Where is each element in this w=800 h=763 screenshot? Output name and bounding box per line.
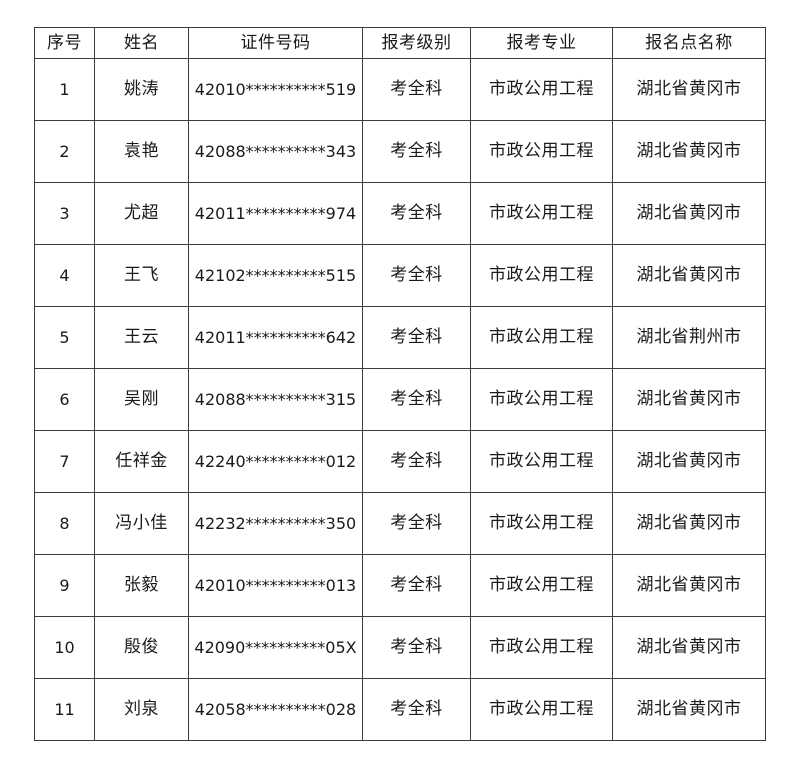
cell-seq: 7 — [34, 430, 95, 493]
cell-name: 姚涛 — [94, 58, 189, 121]
cell-id: 42010**********519 — [188, 58, 363, 121]
cell-major: 市政公用工程 — [470, 182, 613, 245]
cell-level: 考全科 — [362, 492, 471, 555]
cell-site: 湖北省黄冈市 — [612, 492, 766, 555]
cell-name: 吴刚 — [94, 368, 189, 431]
table-row: 11 刘泉 42058**********028 考全科 市政公用工程 湖北省黄冈市 — [34, 678, 766, 741]
cell-id: 42088**********315 — [188, 368, 363, 431]
cell-level: 考全科 — [362, 306, 471, 369]
cell-name: 任祥金 — [94, 430, 189, 493]
column-header-seq: 序号 — [34, 27, 95, 59]
cell-id: 42102**********515 — [188, 244, 363, 307]
table-row: 7 任祥金 42240**********012 考全科 市政公用工程 湖北省黄冈市 — [34, 430, 766, 493]
cell-site: 湖北省荆州市 — [612, 306, 766, 369]
cell-site: 湖北省黄冈市 — [612, 182, 766, 245]
cell-major: 市政公用工程 — [470, 120, 613, 183]
cell-major: 市政公用工程 — [470, 678, 613, 741]
cell-seq: 2 — [34, 120, 95, 183]
registrant-table: 序号 姓名 证件号码 报考级别 报考专业 报名点名称 1 姚涛 42010*****… — [34, 27, 766, 741]
column-header-major: 报考专业 — [470, 27, 613, 59]
cell-name: 刘泉 — [94, 678, 189, 741]
cell-level: 考全科 — [362, 430, 471, 493]
cell-site: 湖北省黄冈市 — [612, 430, 766, 493]
cell-major: 市政公用工程 — [470, 244, 613, 307]
cell-name: 王飞 — [94, 244, 189, 307]
table-row: 9 张毅 42010**********013 考全科 市政公用工程 湖北省黄冈市 — [34, 554, 766, 617]
cell-id: 42240**********012 — [188, 430, 363, 493]
cell-name: 王云 — [94, 306, 189, 369]
cell-id: 42011**********974 — [188, 182, 363, 245]
column-header-name: 姓名 — [94, 27, 189, 59]
cell-seq: 10 — [34, 616, 95, 679]
cell-site: 湖北省黄冈市 — [612, 554, 766, 617]
cell-site: 湖北省黄冈市 — [612, 368, 766, 431]
cell-site: 湖北省黄冈市 — [612, 244, 766, 307]
cell-level: 考全科 — [362, 244, 471, 307]
cell-major: 市政公用工程 — [470, 616, 613, 679]
cell-level: 考全科 — [362, 678, 471, 741]
column-header-site: 报名点名称 — [612, 27, 766, 59]
registrant-table-container: 序号 姓名 证件号码 报考级别 报考专业 报名点名称 1 姚涛 42010*****… — [34, 27, 766, 741]
cell-seq: 6 — [34, 368, 95, 431]
cell-name: 冯小佳 — [94, 492, 189, 555]
cell-major: 市政公用工程 — [470, 430, 613, 493]
cell-seq: 5 — [34, 306, 95, 369]
cell-id: 42010**********013 — [188, 554, 363, 617]
cell-name: 张毅 — [94, 554, 189, 617]
table-header: 序号 姓名 证件号码 报考级别 报考专业 报名点名称 — [34, 27, 766, 59]
cell-id: 42232**********350 — [188, 492, 363, 555]
table-row: 5 王云 42011**********642 考全科 市政公用工程 湖北省荆州市 — [34, 306, 766, 369]
cell-site: 湖北省黄冈市 — [612, 58, 766, 121]
cell-site: 湖北省黄冈市 — [612, 678, 766, 741]
cell-name: 殷俊 — [94, 616, 189, 679]
cell-name: 袁艳 — [94, 120, 189, 183]
cell-major: 市政公用工程 — [470, 554, 613, 617]
column-header-level: 报考级别 — [362, 27, 471, 59]
table-row: 4 王飞 42102**********515 考全科 市政公用工程 湖北省黄冈市 — [34, 244, 766, 307]
cell-name: 尤超 — [94, 182, 189, 245]
table-row: 10 殷俊 42090**********05X 考全科 市政公用工程 湖北省黄冈市 — [34, 616, 766, 679]
cell-seq: 3 — [34, 182, 95, 245]
cell-level: 考全科 — [362, 616, 471, 679]
table-row: 3 尤超 42011**********974 考全科 市政公用工程 湖北省黄冈市 — [34, 182, 766, 245]
cell-id: 42011**********642 — [188, 306, 363, 369]
cell-major: 市政公用工程 — [470, 306, 613, 369]
cell-level: 考全科 — [362, 368, 471, 431]
cell-level: 考全科 — [362, 182, 471, 245]
cell-seq: 1 — [34, 58, 95, 121]
cell-seq: 8 — [34, 492, 95, 555]
cell-level: 考全科 — [362, 120, 471, 183]
table-row: 1 姚涛 42010**********519 考全科 市政公用工程 湖北省黄冈市 — [34, 58, 766, 121]
cell-seq: 11 — [34, 678, 95, 741]
table-body: 1 姚涛 42010**********519 考全科 市政公用工程 湖北省黄冈市 2 袁艳 4… — [34, 58, 766, 741]
cell-site: 湖北省黄冈市 — [612, 616, 766, 679]
cell-major: 市政公用工程 — [470, 492, 613, 555]
cell-id: 42058**********028 — [188, 678, 363, 741]
table-header-row: 序号 姓名 证件号码 报考级别 报考专业 报名点名称 — [34, 27, 766, 59]
cell-id: 42088**********343 — [188, 120, 363, 183]
table-row: 6 吴刚 42088**********315 考全科 市政公用工程 湖北省黄冈市 — [34, 368, 766, 431]
cell-major: 市政公用工程 — [470, 58, 613, 121]
table-row: 8 冯小佳 42232**********350 考全科 市政公用工程 湖北省黄冈市 — [34, 492, 766, 555]
column-header-id: 证件号码 — [188, 27, 363, 59]
cell-major: 市政公用工程 — [470, 368, 613, 431]
cell-seq: 4 — [34, 244, 95, 307]
cell-id: 42090**********05X — [188, 616, 363, 679]
table-row: 2 袁艳 42088**********343 考全科 市政公用工程 湖北省黄冈市 — [34, 120, 766, 183]
cell-site: 湖北省黄冈市 — [612, 120, 766, 183]
cell-level: 考全科 — [362, 58, 471, 121]
cell-seq: 9 — [34, 554, 95, 617]
cell-level: 考全科 — [362, 554, 471, 617]
